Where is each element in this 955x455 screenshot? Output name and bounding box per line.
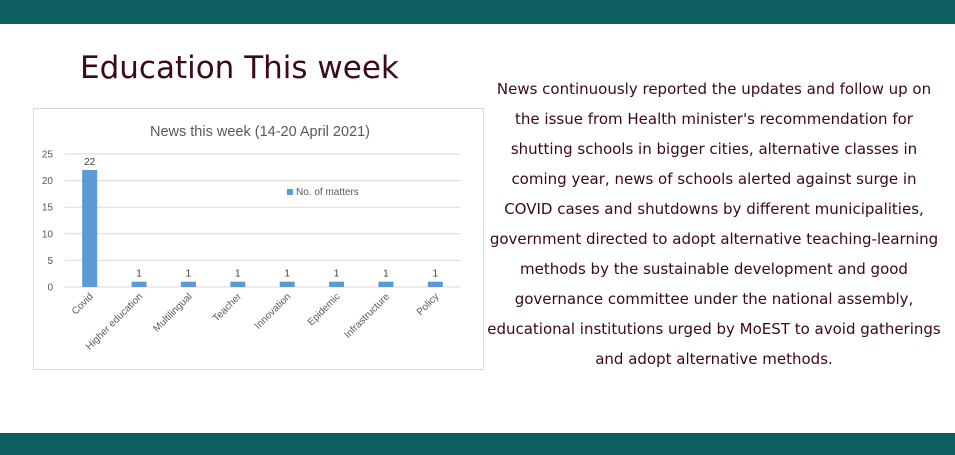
data-label: 1 <box>383 269 389 280</box>
bar <box>180 281 196 287</box>
summary-text: News continuously reported the updates a… <box>487 80 941 368</box>
bar <box>279 281 295 287</box>
x-tick-label: Teacher <box>211 291 244 324</box>
y-tick-label: 5 <box>47 256 53 267</box>
legend-label: No. of matters <box>296 187 359 198</box>
bar <box>131 281 147 287</box>
legend-swatch <box>287 189 293 195</box>
bar <box>230 281 246 287</box>
data-label: 1 <box>433 269 439 280</box>
bar-chart: News this week (14-20 April 2021) 0 5 10 15… <box>42 124 460 353</box>
bar <box>378 281 394 287</box>
data-label: 1 <box>235 269 241 280</box>
y-tick-label: 20 <box>42 176 54 187</box>
bottom-band <box>0 433 955 455</box>
bar <box>427 281 443 287</box>
top-band <box>0 0 955 24</box>
x-tick-label: Infrastructure <box>343 291 393 341</box>
y-tick-label: 0 <box>47 283 53 294</box>
x-tick-label: Policy <box>415 291 442 318</box>
slide-title: Education This week <box>80 50 399 86</box>
data-label: 22 <box>84 157 96 168</box>
chart-title: News this week (14-20 April 2021) <box>150 124 370 140</box>
bar <box>82 169 98 287</box>
x-tick-label: Covid <box>70 291 96 317</box>
y-tick-label: 15 <box>42 203 54 214</box>
data-label: 1 <box>136 269 142 280</box>
data-label: 1 <box>334 269 340 280</box>
data-label: 1 <box>284 269 290 280</box>
y-tick-label: 10 <box>42 229 54 240</box>
bar <box>329 281 345 287</box>
x-tick-label: Multilingual <box>151 291 194 334</box>
y-tick-label: 25 <box>42 150 54 161</box>
data-label: 1 <box>186 269 192 280</box>
chart-container: News this week (14-20 April 2021) 0 5 10 15… <box>33 108 484 370</box>
x-tick-label: Innovation <box>253 291 293 331</box>
x-tick-label: Epidemic <box>306 291 343 328</box>
